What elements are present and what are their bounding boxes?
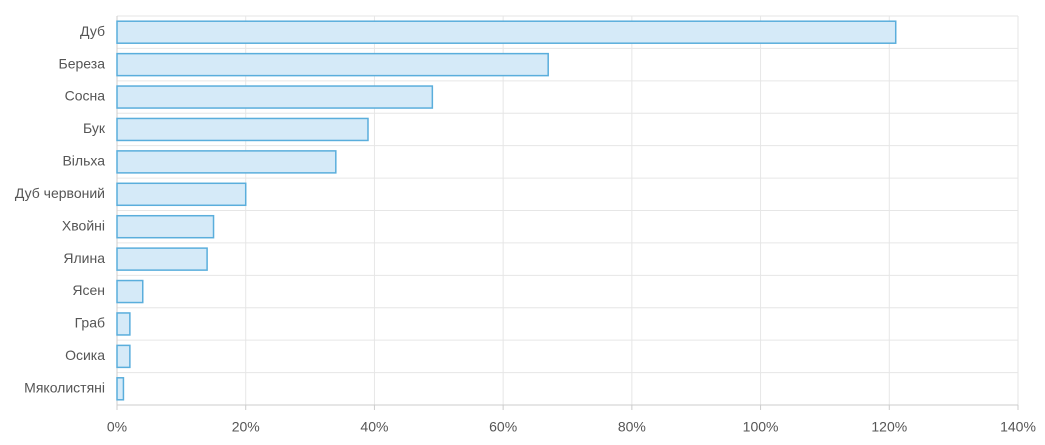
bar (116, 247, 208, 271)
bar (116, 20, 897, 44)
x-tick-label: 0% (107, 419, 127, 435)
bar (116, 117, 369, 142)
bar (116, 377, 125, 401)
x-tick-label: 20% (232, 419, 260, 435)
y-tick-label: Вільха (62, 153, 105, 169)
x-tick-label: 40% (360, 419, 388, 435)
x-tick-label: 140% (1000, 419, 1036, 435)
y-tick-label: Дуб (80, 23, 105, 39)
y-tick-label: Мяколистяні (24, 379, 105, 395)
y-tick-label: Ясен (72, 282, 105, 298)
bar (116, 52, 549, 77)
bar (116, 312, 131, 336)
bar (116, 214, 215, 239)
y-tick-label: Граб (75, 315, 105, 331)
y-tick-label: Бук (83, 120, 106, 136)
bar (116, 150, 337, 174)
y-tick-label: Осика (65, 347, 105, 363)
bar (116, 344, 131, 369)
y-tick-label: Ялина (63, 250, 105, 266)
y-tick-label: Хвойні (62, 217, 105, 233)
x-tick-label: 120% (871, 419, 907, 435)
bar (116, 85, 434, 109)
y-tick-label: Дуб червоний (15, 185, 105, 201)
bar (116, 182, 247, 207)
y-tick-label: Сосна (65, 88, 106, 104)
x-tick-label: 80% (618, 419, 646, 435)
x-tick-label: 100% (743, 419, 779, 435)
y-tick-label: Береза (59, 55, 106, 71)
x-tick-label: 60% (489, 419, 517, 435)
bar (116, 279, 144, 304)
